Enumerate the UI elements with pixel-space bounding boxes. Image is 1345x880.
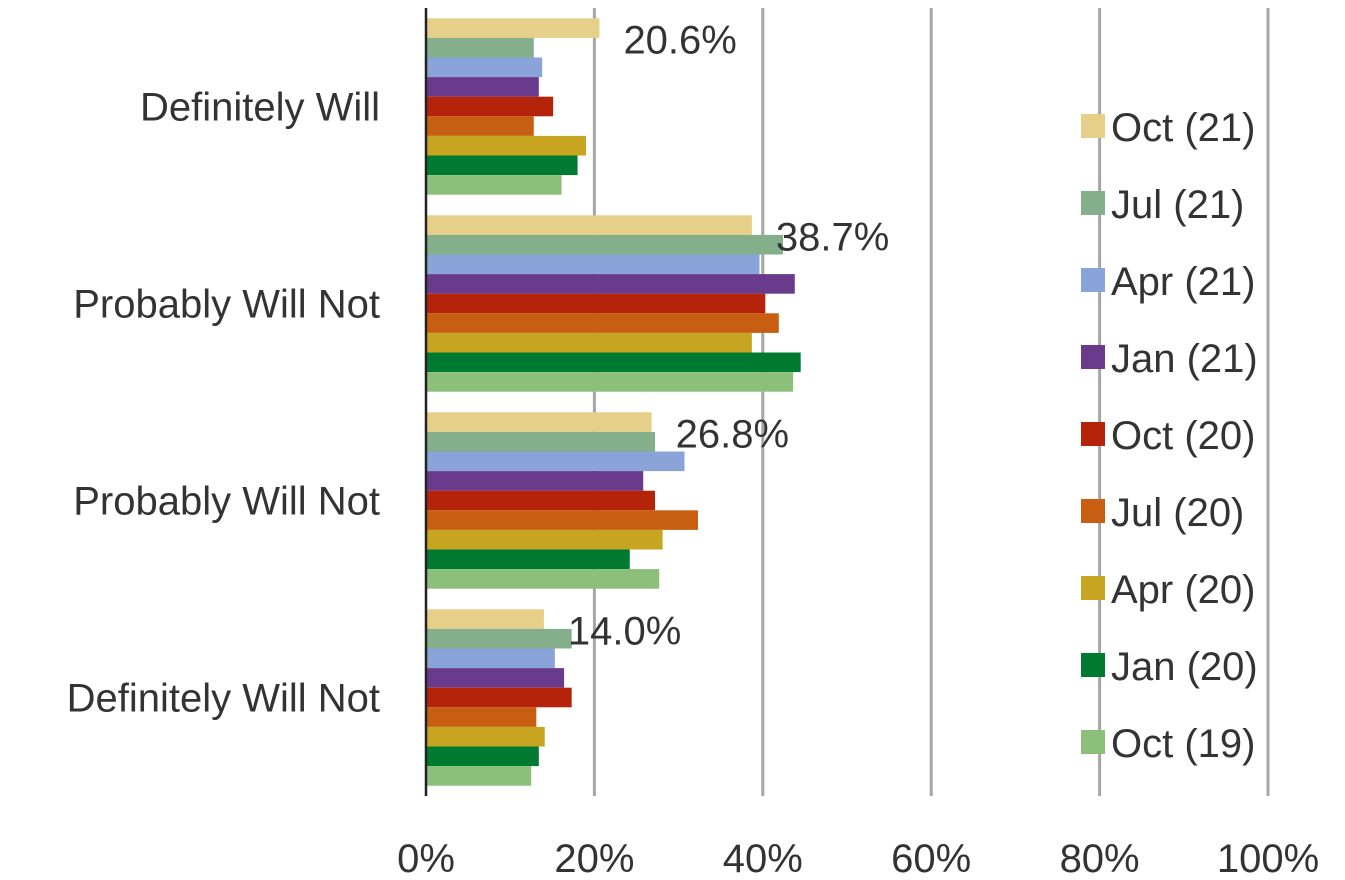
legend-swatch: [1081, 268, 1105, 292]
legend-label: Jan (21): [1111, 337, 1258, 381]
x-tick-label: 40%: [723, 837, 803, 880]
bar: [427, 609, 544, 629]
bar: [427, 116, 534, 136]
category-label: Probably Will Not: [73, 283, 380, 327]
legend-swatch: [1081, 653, 1105, 677]
bar: [427, 529, 663, 550]
data-label: 26.8%: [676, 412, 789, 456]
bar: [427, 431, 656, 452]
legend-swatch: [1081, 499, 1105, 523]
bar: [427, 412, 652, 432]
legend-label: Oct (19): [1111, 722, 1255, 766]
bar: [427, 274, 795, 294]
category-label: Probably Will Not: [73, 480, 380, 524]
bars: [427, 18, 801, 786]
bar: [427, 471, 644, 491]
legend-label: Jul (20): [1111, 491, 1244, 535]
bar: [427, 77, 539, 97]
x-tick-label: 0%: [397, 837, 455, 880]
bar: [427, 215, 752, 235]
bar: [427, 707, 537, 727]
bar: [427, 293, 766, 314]
x-tick-labels: 0% 20% 40% 60% 80% 100%: [397, 837, 1319, 880]
bar: [427, 648, 555, 669]
legend: Oct (21) Jul (21) Apr (21) Jan (21) Oct (20)…: [1081, 106, 1258, 766]
bar: [427, 313, 779, 333]
bar: [427, 746, 539, 767]
data-labels: 20.6% 38.7% 26.8% 14.0%: [568, 18, 889, 653]
legend-swatch: [1081, 345, 1105, 369]
bar: [427, 352, 801, 373]
bar: [427, 510, 698, 530]
legend-swatch: [1081, 422, 1105, 446]
legend-label: Jul (21): [1111, 183, 1244, 227]
bar: [427, 668, 565, 688]
bar: [427, 57, 543, 78]
bar: [427, 135, 586, 156]
data-label: 38.7%: [776, 215, 889, 259]
bar: [427, 332, 752, 353]
x-tick-label: 60%: [891, 837, 971, 880]
bar: [427, 726, 545, 747]
bar: [427, 254, 760, 275]
bar: [427, 451, 685, 472]
bar: [427, 18, 600, 38]
bar: [427, 687, 572, 708]
legend-swatch: [1081, 191, 1105, 215]
legend-label: Oct (20): [1111, 414, 1255, 458]
legend-swatch: [1081, 114, 1105, 138]
x-tick-label: 100%: [1217, 837, 1319, 880]
bar: [427, 96, 554, 117]
legend-label: Apr (20): [1111, 568, 1256, 612]
category-labels: Definitely Will Probably Will Not Probably…: [67, 86, 380, 721]
legend-label: Oct (21): [1111, 106, 1255, 150]
bar: [427, 37, 534, 58]
legend-swatch: [1081, 576, 1105, 600]
data-label: 20.6%: [623, 18, 736, 62]
bar: [427, 234, 784, 255]
bar: [427, 372, 794, 392]
bar: [427, 155, 578, 176]
legend-label: Jan (20): [1111, 645, 1258, 689]
bar: [427, 490, 656, 511]
category-label: Definitely Will Not: [67, 677, 380, 721]
legend-label: Apr (21): [1111, 260, 1256, 304]
bar: [427, 569, 660, 589]
x-tick-label: 20%: [554, 837, 634, 880]
bar: [427, 628, 572, 649]
category-label: Definitely Will: [140, 86, 380, 130]
bar: [427, 766, 532, 786]
x-tick-label: 80%: [1060, 837, 1140, 880]
bar: [427, 549, 630, 570]
data-label: 14.0%: [568, 609, 681, 653]
legend-swatch: [1081, 730, 1105, 754]
bar: [427, 175, 562, 195]
